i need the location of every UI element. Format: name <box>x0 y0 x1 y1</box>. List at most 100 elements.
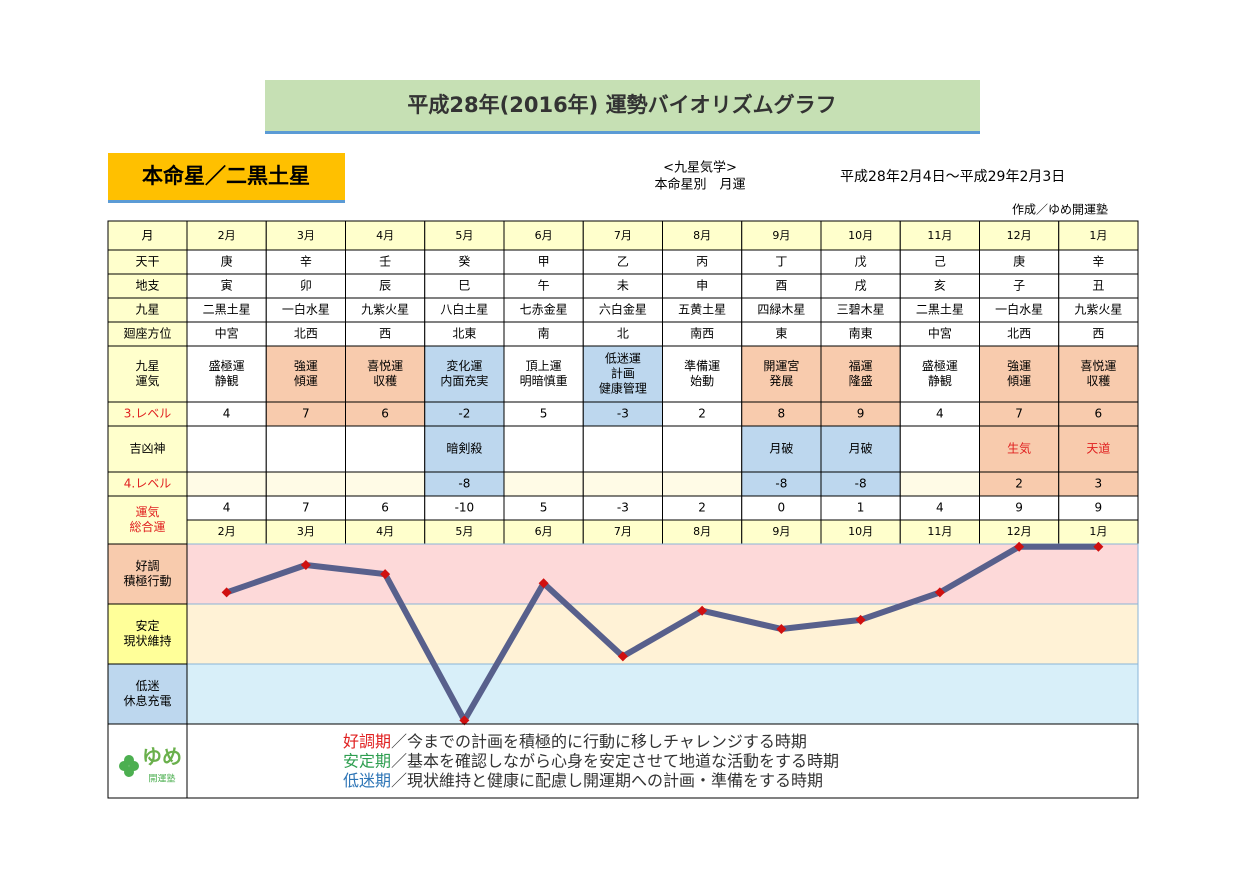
cell <box>741 273 822 299</box>
label-cell <box>107 273 188 299</box>
cell-text: 八白土星 <box>440 302 488 317</box>
total-value: 5 <box>540 501 548 515</box>
logo-text: ゆめ <box>142 745 182 769</box>
title-underline <box>265 131 980 134</box>
cell-text: 7 <box>302 407 310 421</box>
cell-text: -8 <box>458 477 470 491</box>
cell-text: 強運 <box>294 359 318 373</box>
cell-text: 傾運 <box>1007 374 1031 388</box>
band <box>186 663 1139 725</box>
cell-text: -8 <box>855 477 867 491</box>
month: 4月 <box>376 229 394 242</box>
cell-text: 庚 <box>1013 254 1025 269</box>
cell-text: 南 <box>538 326 550 341</box>
cell <box>582 495 663 521</box>
legend-text: ／現状維持と健康に配慮し開運期への計画・準備をする時期 <box>391 771 823 790</box>
cell <box>1058 495 1139 521</box>
band-label: 休息充電 <box>123 693 171 708</box>
title-banner <box>265 80 980 132</box>
cell <box>899 321 980 347</box>
cell-text: 未 <box>617 279 629 293</box>
cell <box>741 321 822 347</box>
x-tick-label: 5月 <box>455 525 473 538</box>
legend-text: ／今までの計画を積極的に行動に移しチャレンジする時期 <box>391 732 807 751</box>
cell-text: 内面充実 <box>440 373 488 388</box>
cell <box>265 495 346 521</box>
biorhythm-line <box>225 543 1099 724</box>
cell-text: 子 <box>1013 279 1025 293</box>
row-label: 3.レベル <box>124 407 171 421</box>
month-cell <box>186 519 267 545</box>
cell <box>582 345 663 403</box>
cell <box>186 425 267 473</box>
x-tick-label: 7月 <box>614 525 632 538</box>
cell-text: 2 <box>698 407 706 421</box>
cell <box>741 425 822 473</box>
legend-term: 安定期 <box>343 751 391 770</box>
cell <box>899 425 980 473</box>
cell-text: 6 <box>1095 407 1103 421</box>
cell <box>741 345 822 403</box>
cell-text: 南西 <box>690 326 714 341</box>
cell <box>979 345 1060 403</box>
band-label-cell <box>107 543 188 605</box>
cell-text: 四緑木星 <box>757 302 805 317</box>
month-cell <box>1058 220 1139 251</box>
cell-text: 3 <box>1095 477 1103 491</box>
cell <box>582 425 663 473</box>
x-tick-label: 2月 <box>218 525 236 538</box>
label-cell <box>107 297 188 323</box>
marker <box>1014 541 1025 552</box>
marker <box>855 614 866 625</box>
clover-leaf <box>124 767 134 777</box>
cell <box>899 345 980 403</box>
cell <box>899 273 980 299</box>
cell-text: 4 <box>936 407 944 421</box>
cell-text: 午 <box>538 279 550 293</box>
cell <box>424 273 505 299</box>
row-label: 九星 <box>135 359 159 373</box>
total-value: 6 <box>381 501 389 515</box>
cell-text: 西 <box>1092 327 1104 341</box>
cell-text: 三碧木星 <box>837 303 885 317</box>
row-label: 月 <box>141 229 153 243</box>
x-tick-label: 9月 <box>772 525 790 538</box>
cell-text: 7 <box>1015 407 1023 421</box>
page-title: 平成28年(2016年) 運勢バイオリズムグラフ <box>407 93 836 117</box>
cell <box>1058 425 1139 473</box>
cell <box>265 345 346 403</box>
cell-text: 六白金星 <box>599 302 647 317</box>
legend-item: 安定期／基本を確認しながら心身を安定させて地道な活動をする時期 <box>343 751 839 770</box>
marker <box>300 560 311 571</box>
band-label-cell <box>107 663 188 725</box>
cell <box>424 249 505 275</box>
cell <box>265 425 346 473</box>
period: 平成28年2月4日～平成29年2月3日 <box>840 169 1065 185</box>
cell-text: 静観 <box>928 374 952 388</box>
label-cell <box>107 401 188 427</box>
cell-text: 北東 <box>452 327 476 341</box>
month-cell <box>345 519 426 545</box>
system: <九星気学> <box>663 160 737 176</box>
band <box>186 543 1139 605</box>
marker <box>380 569 391 580</box>
cell <box>820 345 901 403</box>
cell-text: 卯 <box>300 279 312 293</box>
total-value: 9 <box>1095 501 1103 515</box>
cell-text: 九紫火星 <box>361 303 409 317</box>
month-cell <box>503 220 584 251</box>
cell <box>820 273 901 299</box>
cell-text: 盛極運 <box>922 358 958 373</box>
cell <box>1058 345 1139 403</box>
legend-item: 低迷期／現状維持と健康に配慮し開運期への計画・準備をする時期 <box>343 771 823 790</box>
band-label: 現状維持 <box>123 633 171 648</box>
cell-text: 庚 <box>221 254 233 269</box>
clover-leaf <box>124 755 134 765</box>
cell <box>662 471 743 497</box>
legend-text: ／基本を確認しながら心身を安定させて地道な活動をする時期 <box>391 751 839 770</box>
cell-text: 乙 <box>617 255 629 269</box>
cell <box>741 495 822 521</box>
cell-text: 9 <box>857 407 865 421</box>
marker <box>459 715 470 726</box>
x-tick-label: 11月 <box>927 525 952 538</box>
